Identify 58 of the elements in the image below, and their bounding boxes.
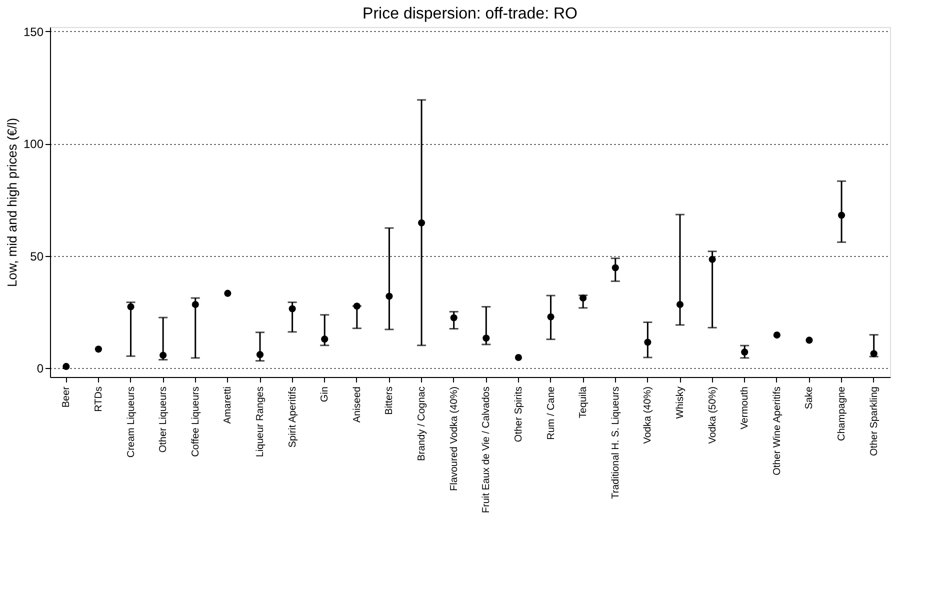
point (838, 212, 846, 219)
x-tick-label: Liqueur Ranges (255, 386, 266, 458)
point (806, 336, 813, 344)
x-tick-label: Sake (804, 386, 816, 410)
x-tick-label: Traditional H. S. Liqueurs (610, 386, 622, 499)
y-tick-label: 150 (23, 24, 44, 39)
x-tick-label: Spirit Aperitifs (287, 386, 298, 448)
x-tick-label: Vermouth (740, 386, 751, 430)
x-tick-label: Vodka (40%) (642, 386, 654, 444)
point (450, 314, 458, 322)
point (741, 348, 748, 356)
x-tick-label: Gin (320, 386, 331, 402)
point (127, 303, 134, 310)
x-tick-label: Other Liqueurs (158, 386, 170, 453)
point (386, 292, 393, 300)
point (514, 354, 522, 362)
point (612, 264, 619, 272)
point (644, 338, 652, 346)
x-tick-label: Coffee Liqueurs (190, 386, 202, 457)
x-tick-label: Whisky (675, 386, 686, 419)
point (94, 346, 102, 353)
x-tick-label: Tequila (578, 386, 590, 418)
x-tick-label: Other Spirits (513, 386, 524, 442)
point (321, 336, 328, 343)
x-tick-label: Cream Liqueurs (126, 386, 137, 458)
point (547, 313, 554, 320)
point (160, 352, 167, 359)
x-tick-label: Aniseed (352, 386, 363, 423)
x-tick-label: Flavoured Vodka (40%) (448, 386, 460, 492)
x-tick-label: Brandy / Cognac (416, 386, 428, 461)
y-tick-label: 100 (23, 137, 44, 152)
point (773, 332, 780, 339)
point (708, 256, 716, 263)
point (256, 351, 264, 358)
y-axis-title: Low, mid and high prices (€/l) (4, 118, 20, 288)
x-tick-label: RTDs (93, 386, 104, 412)
point (676, 301, 684, 308)
point (353, 302, 360, 310)
point (482, 334, 490, 342)
point (418, 219, 426, 226)
point (62, 362, 70, 370)
x-tick-label: Other Wine Aperitifs (772, 386, 783, 476)
x-tick-label: Fruit Eaux de Vie / Calvados (481, 386, 492, 514)
x-tick-label: Vodka (50%) (707, 386, 718, 444)
point (580, 294, 587, 302)
point (870, 350, 878, 358)
y-tick-label: 0 (36, 362, 44, 376)
x-tick-label: Beer (61, 386, 72, 408)
x-tick-label: Amaretti (222, 386, 234, 424)
chart-title: Price dispersion: off-trade: RO (362, 5, 578, 22)
point (224, 290, 232, 297)
y-tick-label: 50 (30, 249, 44, 264)
x-tick-label: Rum / Cane (546, 386, 557, 440)
x-tick-label: Champagne (836, 386, 848, 441)
point (288, 305, 296, 312)
point (192, 301, 199, 308)
x-tick-label: Other Sparkling (868, 386, 880, 456)
x-tick-label: Bitters (384, 386, 396, 415)
